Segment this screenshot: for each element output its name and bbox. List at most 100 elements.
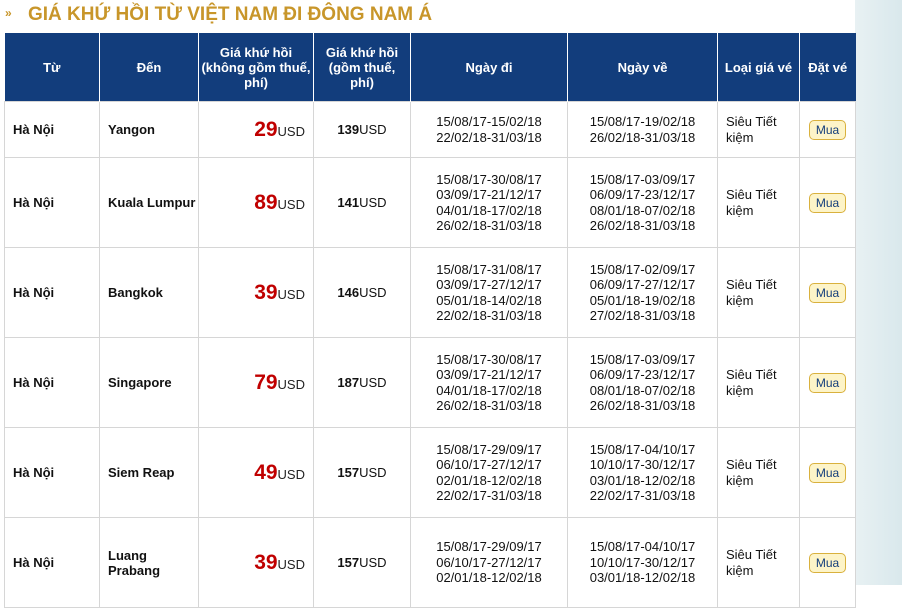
depart-date-range: 06/10/17-27/12/17 <box>436 554 542 570</box>
depart-date-range: 02/01/18-12/02/18 <box>436 570 542 586</box>
cell-price-tax: 157USD <box>313 517 411 608</box>
price-value: 49 <box>254 460 278 484</box>
col-header-price: Giá khứ hồi (không gồm thuế, phí) <box>198 33 314 102</box>
buy-button[interactable]: Mua <box>808 552 847 573</box>
price-tax-currency: USD <box>359 555 387 570</box>
table-row: Hà Nội Kuala Lumpur 89USD 141USD 15/08/17-30… <box>4 157 856 248</box>
price-currency: USD <box>277 196 305 212</box>
price-currency: USD <box>277 286 305 302</box>
cell-book: Mua <box>799 101 856 158</box>
double-chevron-down-icon: » <box>5 6 12 20</box>
depart-date-range: 22/02/18-31/03/18 <box>436 308 542 323</box>
cell-to: Yangon <box>99 101 199 158</box>
return-date-range: 15/08/17-03/09/17 <box>589 351 696 367</box>
price-currency: USD <box>277 376 305 392</box>
depart-date-range: 02/01/18-12/02/18 <box>436 472 542 488</box>
depart-date-range: 22/02/17-31/03/18 <box>436 488 542 503</box>
fare-type-label: Siêu Tiết kiệm <box>726 366 777 398</box>
price-tax-value: 146 <box>337 285 360 300</box>
depart-date-range: 15/08/17-31/08/17 <box>436 261 542 277</box>
to-city: Luang Prabang <box>108 547 161 578</box>
table-row: Hà Nội Luang Prabang 39USD 157USD 15/08/17-2… <box>4 517 856 608</box>
depart-date-range: 15/08/17-30/08/17 <box>436 171 542 187</box>
cell-from: Hà Nội <box>4 427 100 518</box>
from-city: Hà Nội <box>13 465 55 480</box>
price-tax-currency: USD <box>359 122 387 137</box>
return-date-range: 15/08/17-19/02/18 <box>589 114 696 129</box>
cell-fare-type: Siêu Tiết kiệm <box>717 101 800 158</box>
cell-to: Luang Prabang <box>99 517 199 608</box>
cell-from: Hà Nội <box>4 247 100 338</box>
page-background-right <box>855 0 902 585</box>
cell-price: 39USD <box>198 517 314 608</box>
return-date-range: 15/08/17-04/10/17 <box>589 441 696 457</box>
to-city: Kuala Lumpur <box>108 195 196 210</box>
price-tax-currency: USD <box>359 375 387 390</box>
depart-date-range: 15/08/17-29/09/17 <box>436 539 542 555</box>
price-value: 39 <box>254 280 278 304</box>
fare-type-label: Siêu Tiết kiệm <box>726 276 777 308</box>
price-value: 89 <box>254 190 278 214</box>
depart-date-range: 15/08/17-30/08/17 <box>436 351 542 367</box>
cell-depart-dates: 15/08/17-29/09/17 06/10/17-27/12/17 02/01/… <box>410 517 568 608</box>
table-row: Hà Nội Bangkok 39USD 146USD 15/08/17-31/08/1… <box>4 247 856 338</box>
table-header-row: Từ Đến Giá khứ hồi (không gồm thuế, phí)… <box>4 33 856 102</box>
to-city: Singapore <box>108 375 172 390</box>
depart-date-range: 03/09/17-21/12/17 <box>436 367 542 382</box>
cell-price-tax: 146USD <box>313 247 411 338</box>
cell-depart-dates: 15/08/17-31/08/17 03/09/17-27/12/17 05/01/… <box>410 247 568 338</box>
from-city: Hà Nội <box>13 195 55 210</box>
col-header-to: Đến <box>99 33 199 102</box>
cell-from: Hà Nội <box>4 517 100 608</box>
cell-depart-dates: 15/08/17-15/02/18 22/02/18-31/03/18 <box>410 101 568 158</box>
cell-price-tax: 187USD <box>313 337 411 428</box>
return-date-range: 06/09/17-27/12/17 <box>589 277 696 292</box>
return-date-range: 26/02/18-31/03/18 <box>589 129 696 145</box>
cell-fare-type: Siêu Tiết kiệm <box>717 337 800 428</box>
cell-return-dates: 15/08/17-03/09/17 06/09/17-23/12/17 08/01/… <box>567 337 718 428</box>
buy-button[interactable]: Mua <box>808 462 847 483</box>
return-date-range: 15/08/17-02/09/17 <box>589 261 696 277</box>
cell-depart-dates: 15/08/17-30/08/17 03/09/17-21/12/17 04/01/… <box>410 337 568 428</box>
buy-button[interactable]: Mua <box>808 282 847 303</box>
section-header: » GIÁ KHỨ HỒI TỪ VIỆT NAM ĐI ĐÔNG NAM Á <box>0 0 855 30</box>
cell-book: Mua <box>799 427 856 518</box>
cell-price-tax: 141USD <box>313 157 411 248</box>
price-tax-currency: USD <box>359 285 387 300</box>
cell-fare-type: Siêu Tiết kiệm <box>717 427 800 518</box>
return-date-range: 27/02/18-31/03/18 <box>589 308 696 323</box>
from-city: Hà Nội <box>13 122 55 137</box>
cell-to: Kuala Lumpur <box>99 157 199 248</box>
depart-date-range: 26/02/18-31/03/18 <box>436 398 542 413</box>
cell-price: 29USD <box>198 101 314 158</box>
return-date-range: 26/02/18-31/03/18 <box>589 218 696 233</box>
fare-table: Từ Đến Giá khứ hồi (không gồm thuế, phí)… <box>4 33 856 608</box>
price-currency: USD <box>277 556 305 572</box>
buy-button[interactable]: Mua <box>808 119 847 140</box>
depart-date-range: 22/02/18-31/03/18 <box>436 129 542 145</box>
cell-price: 79USD <box>198 337 314 428</box>
price-tax-currency: USD <box>359 465 387 480</box>
cell-to: Bangkok <box>99 247 199 338</box>
return-date-range: 03/01/18-12/02/18 <box>589 570 696 586</box>
return-date-range: 06/09/17-23/12/17 <box>589 187 696 202</box>
table-row: Hà Nội Yangon 29USD 139USD 15/08/17-15/02/18… <box>4 101 856 158</box>
cell-book: Mua <box>799 517 856 608</box>
buy-button[interactable]: Mua <box>808 192 847 213</box>
price-tax-value: 157 <box>337 555 360 570</box>
cell-from: Hà Nội <box>4 157 100 248</box>
price-tax-value: 187 <box>337 375 360 390</box>
buy-button[interactable]: Mua <box>808 372 847 393</box>
return-date-range: 10/10/17-30/12/17 <box>589 457 696 472</box>
price-tax-value: 139 <box>337 122 360 137</box>
cell-depart-dates: 15/08/17-30/08/17 03/09/17-21/12/17 04/01/… <box>410 157 568 248</box>
col-header-depart: Ngày đi <box>410 33 568 102</box>
cell-price: 89USD <box>198 157 314 248</box>
return-date-range: 08/01/18-07/02/18 <box>589 202 696 218</box>
col-header-from: Từ <box>4 33 100 102</box>
cell-return-dates: 15/08/17-02/09/17 06/09/17-27/12/17 05/01/… <box>567 247 718 338</box>
col-header-fare-type: Loại giá vé <box>717 33 800 102</box>
fare-type-label: Siêu Tiết kiệm <box>726 456 777 488</box>
col-header-book: Đặt vé <box>799 33 856 102</box>
price-tax-value: 157 <box>337 465 360 480</box>
